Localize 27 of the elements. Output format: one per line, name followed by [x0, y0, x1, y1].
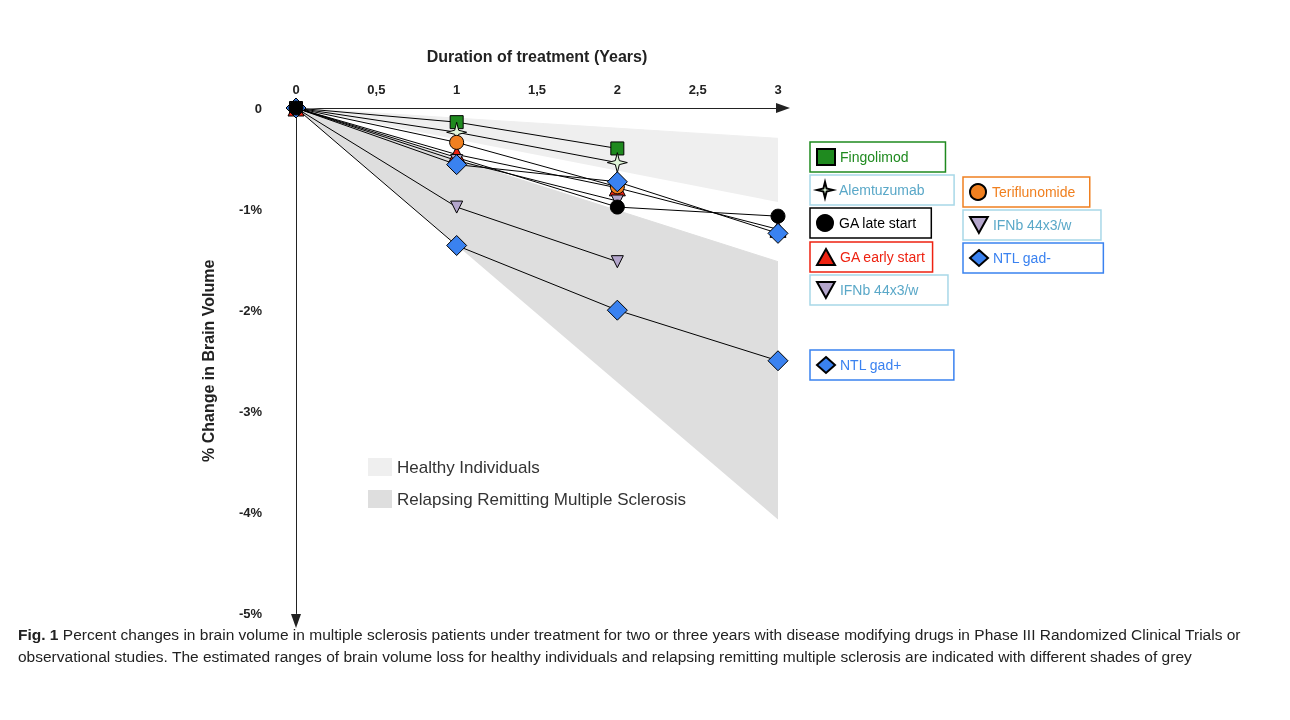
- legend-label: GA late start: [839, 215, 917, 231]
- legend-label: GA early start: [840, 249, 925, 265]
- legend-label: NTL gad+: [840, 357, 902, 373]
- x-tick-label: 2,5: [688, 82, 707, 97]
- legend-label: Alemtuzumab: [839, 182, 925, 198]
- x-tick-label: 1: [453, 82, 461, 97]
- legend-label: Teriflunomide: [992, 184, 1076, 200]
- y-tick-label: -5%: [238, 606, 263, 621]
- y-axis-title: % Change in Brain Volume: [199, 259, 217, 462]
- legend-label: IFNb 44x3/w: [839, 282, 920, 298]
- x-tick-label: 3: [774, 82, 782, 97]
- legend-label: NTL gad-: [993, 250, 1052, 266]
- x-tick-label: 0,5: [367, 82, 386, 97]
- legend-label: IFNb 44x3/w: [992, 217, 1073, 233]
- x-tick-label: 2: [613, 82, 621, 97]
- x-axis-title: Duration of treatment (Years): [426, 47, 648, 65]
- y-tick-label: -1%: [238, 201, 263, 217]
- y-tick-label: -3%: [238, 403, 263, 419]
- y-tick-label: 0: [254, 100, 262, 116]
- y-tick-label: -4%: [238, 504, 263, 520]
- x-tick-label: 1,5: [527, 82, 547, 97]
- caption: Fig. 1 Percent changes in brain volume in multiple sclerosis patients under treatment for two or three years with disease modifying drugs in Phase III Randomized Clinical Trials or observational studies. The estimated ranges of brain volume loss for healthy individuals and relapsing remitting multiple sclerosis are indicated with different shades of grey: [17, 625, 1242, 667]
- legend-label: Relapsing Remitting Multiple Sclerosis: [397, 489, 687, 509]
- legend-label: Healthy Individuals: [397, 457, 540, 477]
- y-tick-label: -2%: [238, 302, 263, 318]
- legend-label: Fingolimod: [840, 149, 909, 165]
- x-tick-label: 0: [292, 82, 300, 97]
